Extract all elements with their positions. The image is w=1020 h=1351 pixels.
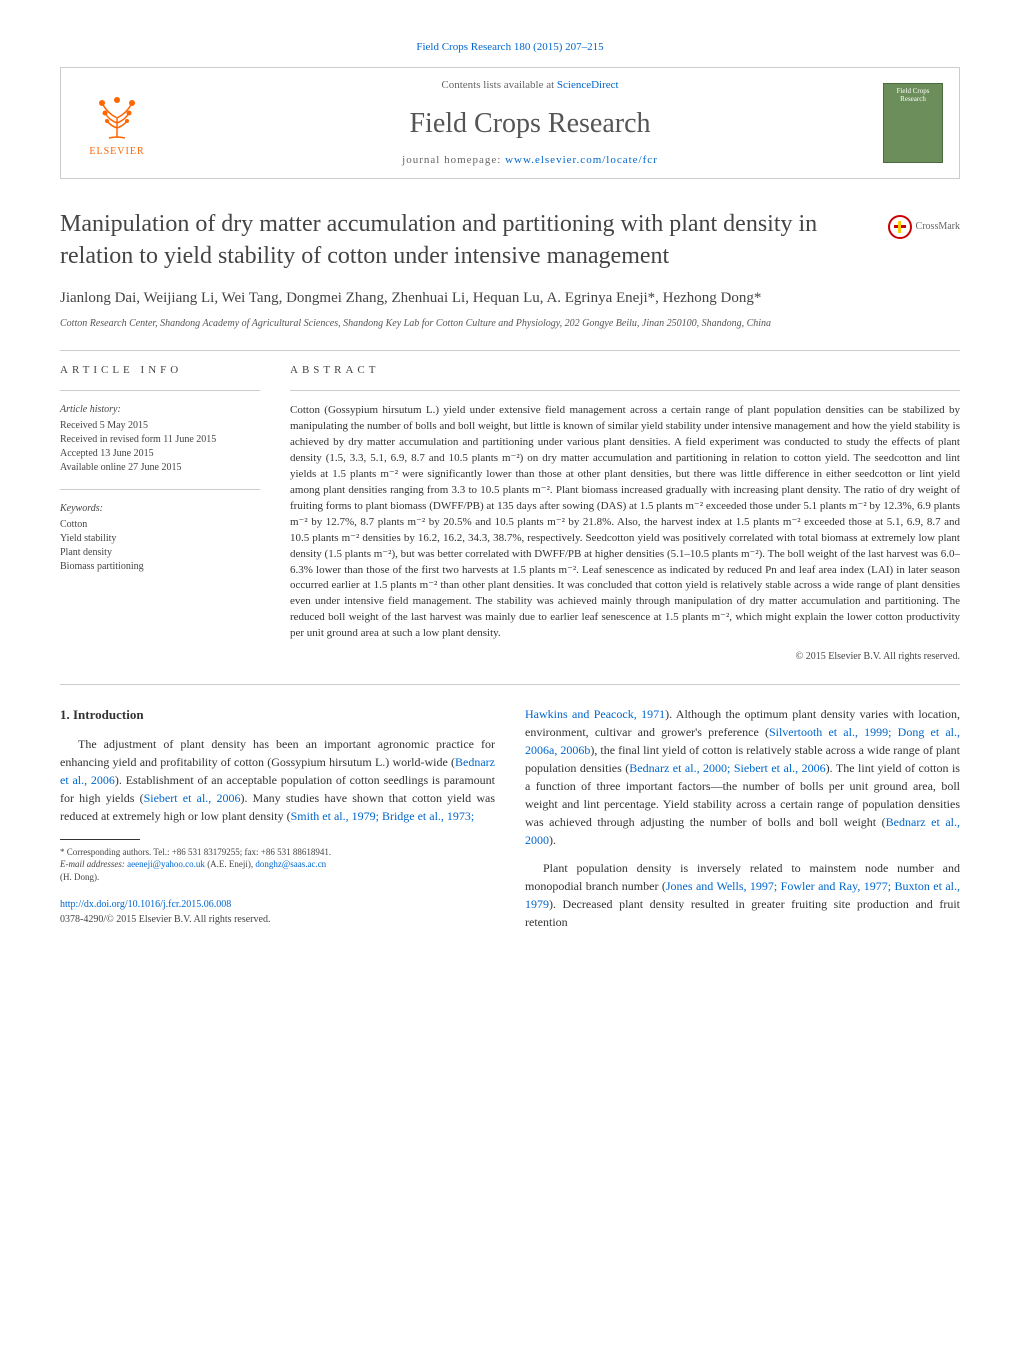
- reference-link[interactable]: Smith et al., 1979; Bridge et al., 1973;: [291, 809, 475, 823]
- section-heading: 1. Introduction: [60, 705, 495, 725]
- article-info-sidebar: ARTICLE INFO Article history: Received 5…: [60, 363, 260, 664]
- homepage-link[interactable]: www.elsevier.com/locate/fcr: [505, 154, 658, 166]
- body-column-right: Hawkins and Peacock, 1971). Although the…: [525, 705, 960, 941]
- publisher-name: ELSEVIER: [89, 145, 144, 159]
- body-text: The adjustment of plant density has been…: [60, 737, 495, 769]
- elsevier-logo[interactable]: ELSEVIER: [77, 83, 157, 163]
- email-link[interactable]: aeeneji@yahoo.co.uk: [127, 859, 205, 869]
- footnote-separator: [60, 839, 140, 840]
- corresponding-author-footnote: * Corresponding authors. Tel.: +86 531 8…: [60, 846, 495, 884]
- divider: [60, 489, 260, 490]
- contents-prefix: Contents lists available at: [441, 79, 556, 91]
- doi-block: http://dx.doi.org/10.1016/j.fcr.2015.06.…: [60, 897, 495, 927]
- body-text: ). Decreased plant density resulted in g…: [525, 897, 960, 929]
- email-label: E-mail addresses:: [60, 859, 125, 869]
- history-label: Article history:: [60, 403, 260, 417]
- corr-author-line: * Corresponding authors. Tel.: +86 531 8…: [60, 846, 495, 859]
- email-link[interactable]: donghz@saas.ac.cn: [255, 859, 326, 869]
- abstract-text: Cotton (Gossypium hirsutum L.) yield und…: [290, 403, 960, 642]
- email-name: (H. Dong).: [60, 871, 495, 884]
- crossmark-icon: [888, 215, 912, 239]
- article-history: Received 5 May 2015 Received in revised …: [60, 419, 260, 475]
- banner-center: Contents lists available at ScienceDirec…: [177, 78, 883, 168]
- body-column-left: 1. Introduction The adjustment of plant …: [60, 705, 495, 941]
- homepage-prefix: journal homepage:: [402, 154, 505, 166]
- journal-cover-thumbnail[interactable]: Field Crops Research: [883, 83, 943, 163]
- issn-copyright: 0378-4290/© 2015 Elsevier B.V. All right…: [60, 914, 270, 925]
- body-paragraph: The adjustment of plant density has been…: [60, 735, 495, 825]
- section-title: Introduction: [73, 707, 144, 722]
- reference-link[interactable]: Hawkins and Peacock, 1971: [525, 707, 665, 721]
- journal-homepage: journal homepage: www.elsevier.com/locat…: [177, 153, 883, 168]
- elsevier-tree-icon: [87, 88, 147, 143]
- body-text: ).: [549, 833, 556, 847]
- affiliation: Cotton Research Center, Shandong Academy…: [60, 317, 960, 330]
- crossmark-label: CrossMark: [916, 220, 960, 234]
- keywords-label: Keywords:: [60, 502, 260, 516]
- divider: [60, 390, 260, 391]
- divider: [290, 390, 960, 391]
- reference-link[interactable]: Siebert et al., 2006: [144, 791, 241, 805]
- doi-link[interactable]: http://dx.doi.org/10.1016/j.fcr.2015.06.…: [60, 899, 231, 910]
- reference-link[interactable]: Bednarz et al., 2000; Siebert et al., 20…: [629, 761, 825, 775]
- abstract-heading: ABSTRACT: [290, 363, 960, 378]
- journal-name: Field Crops Research: [177, 104, 883, 143]
- divider: [60, 350, 960, 351]
- section-number: 1.: [60, 707, 70, 722]
- header-citation: Field Crops Research 180 (2015) 207–215: [60, 40, 960, 55]
- article-info-heading: ARTICLE INFO: [60, 363, 260, 378]
- journal-banner: ELSEVIER Contents lists available at Sci…: [60, 67, 960, 179]
- body-paragraph: Hawkins and Peacock, 1971). Although the…: [525, 705, 960, 849]
- authors-list: Jianlong Dai, Weijiang Li, Wei Tang, Don…: [60, 288, 960, 309]
- body-columns: 1. Introduction The adjustment of plant …: [60, 705, 960, 941]
- email-name: (A.E. Eneji),: [207, 859, 253, 869]
- sciencedirect-link[interactable]: ScienceDirect: [557, 79, 619, 91]
- abstract-column: ABSTRACT Cotton (Gossypium hirsutum L.) …: [290, 363, 960, 664]
- journal-cover-text: Field Crops Research: [888, 88, 938, 103]
- keywords-list: Cotton Yield stability Plant density Bio…: [60, 518, 260, 574]
- email-line: E-mail addresses: aeeneji@yahoo.co.uk (A…: [60, 858, 495, 871]
- divider: [60, 684, 960, 685]
- abstract-copyright: © 2015 Elsevier B.V. All rights reserved…: [290, 650, 960, 664]
- article-title: Manipulation of dry matter accumulation …: [60, 209, 888, 271]
- contents-available: Contents lists available at ScienceDirec…: [177, 78, 883, 93]
- body-paragraph: Plant population density is inversely re…: [525, 859, 960, 931]
- crossmark-badge[interactable]: CrossMark: [888, 215, 960, 239]
